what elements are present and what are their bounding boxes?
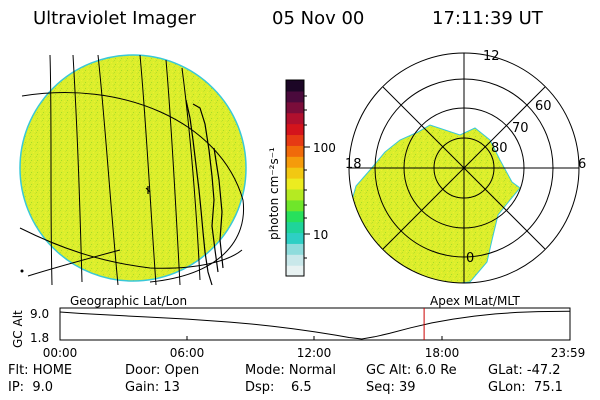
colorbar-cell [286,134,304,146]
alt-axis-label: GC Alt [11,310,25,348]
colorbar-cell [286,178,304,190]
geographic-image [19,54,247,286]
colorbar-cell [286,156,304,168]
colorbar-unit-label: photon cm⁻²s⁻¹ [267,147,281,240]
mlat-label-80: 80 [491,141,508,156]
status-dsp: Dsp: 6.5 [245,380,312,395]
time-tick-1200: 12:00 [297,346,332,360]
colorbar-cell [286,123,304,136]
colorbar-cell [286,243,304,255]
colorbar-tick-100: 100 [313,141,336,155]
altitude-plot: 9.0 1.8 GC Alt Geographic Lat/Lon Apex M… [11,294,585,360]
apex-panel-label: Apex MLat/MLT [430,294,520,308]
geographic-panel-label: Geographic Lat/Lon [70,294,187,308]
colorbar-cell [286,199,304,212]
time-tick-0600: 06:00 [170,346,205,360]
date-label: 05 Nov 00 [272,8,365,29]
colorbar-cell [286,265,304,277]
polar-plot: 12 18 6 0 60 70 80 [345,49,586,284]
colorbar-cell [286,188,304,201]
status-seq: Seq: 39 [366,380,416,395]
mlat-label-60: 60 [535,99,552,114]
instrument-title: Ultraviolet Imager [33,8,196,29]
time-tick-0000: 00:00 [43,346,78,360]
time-label: 17:11:39 UT [432,8,543,29]
colorbar-cell [286,167,304,179]
colorbar-cell [286,221,304,234]
polar-grid [348,52,580,284]
time-tick-2359: 23:59 [551,346,586,360]
colorbar-gradient [286,80,304,277]
colorbar-tick-10: 10 [313,228,328,242]
mlt-label-18: 18 [345,157,362,172]
colorbar-cell [286,90,304,103]
alt-tick-1-8: 1.8 [30,331,49,345]
status-glon: GLon: 75.1 [488,380,563,395]
colorbar: 100 10 photon cm⁻²s⁻¹ [267,79,336,277]
status-door: Door: Open [125,363,200,378]
altitude-curve [59,310,570,340]
status-flt: Flt: HOME [8,363,73,378]
colorbar-cell [286,145,304,157]
colorbar-frame [285,79,305,277]
status-mode: Mode: Normal [245,363,336,378]
colorbar-cell [286,210,304,223]
geo-grid-lines [19,54,245,286]
mlt-label-6: 6 [578,157,586,172]
colorbar-cell [286,112,304,125]
alt-tick-9: 9.0 [30,307,49,321]
colorbar-cell [286,254,304,266]
mlt-label-0: 0 [466,251,474,266]
status-gain: Gain: 13 [125,380,180,395]
altitude-plot-frame [59,307,571,341]
mlat-label-70: 70 [512,121,529,136]
status-ip: IP: 9.0 [8,380,53,395]
time-tick-1800: 18:00 [425,346,460,360]
colorbar-cell [286,101,304,114]
mlt-label-12: 12 [483,49,500,64]
altitude-x-ticks [186,336,443,340]
coastline [145,99,224,286]
geo-marker [20,269,24,273]
colorbar-cell [286,232,304,244]
colorbar-ticks [304,95,310,259]
status-gc-alt: GC Alt: 6.0 Re [366,363,457,378]
colorbar-cell [286,80,304,92]
status-glat: GLat: -47.2 [488,363,561,378]
earth-disk [19,54,247,282]
